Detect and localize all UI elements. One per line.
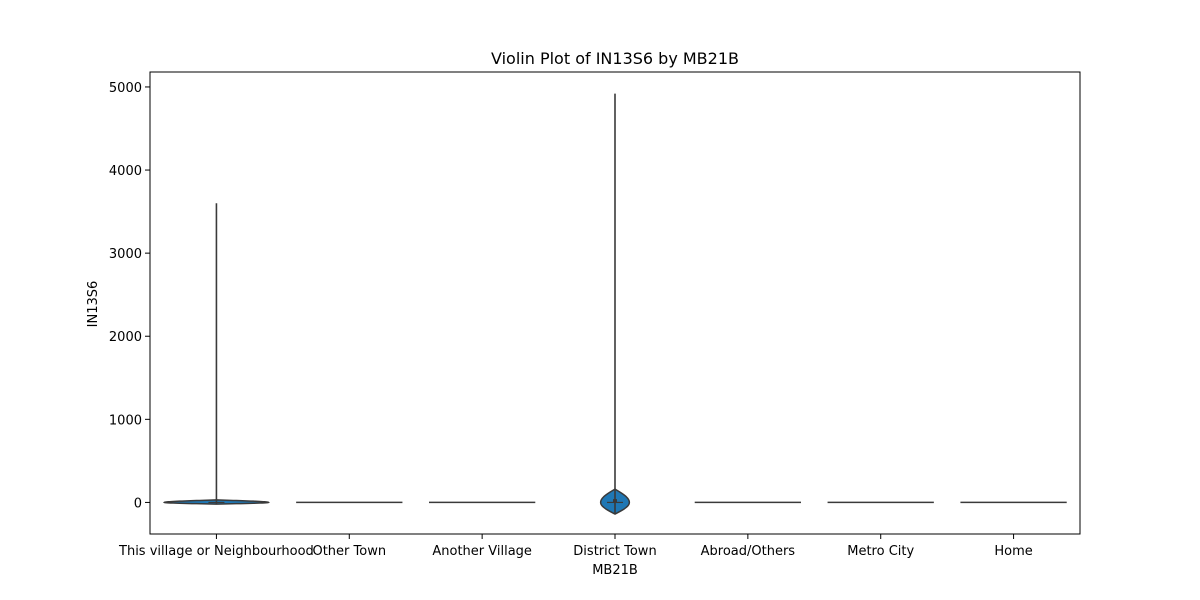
x-tick-label: Home (994, 544, 1032, 559)
x-tick-label: Another Village (432, 544, 532, 559)
y-axis-label: IN13S6 (86, 281, 101, 328)
violin-0 (162, 203, 270, 505)
x-tick-label: Other Town (312, 544, 386, 559)
x-tick-label: This village or Neighbourhood (118, 544, 314, 559)
x-tick-label: Metro City (847, 544, 914, 559)
y-tick-label: 3000 (109, 247, 142, 262)
y-tick-label: 5000 (109, 81, 142, 96)
x-tick-label: District Town (573, 544, 656, 559)
x-axis-label: MB21B (592, 563, 638, 578)
x-tick-label: Abroad/Others (701, 544, 796, 559)
y-tick-label: 1000 (109, 413, 142, 428)
plot-marks (162, 93, 1067, 515)
y-tick-label: 0 (134, 496, 142, 511)
chart-title: Violin Plot of IN13S6 by MB21B (491, 49, 739, 68)
violin-3 (599, 93, 631, 515)
y-tick-label: 4000 (109, 164, 142, 179)
y-tick-label: 2000 (109, 330, 142, 345)
y-axis: 0 1000 2000 3000 4000 5000 (109, 81, 150, 511)
